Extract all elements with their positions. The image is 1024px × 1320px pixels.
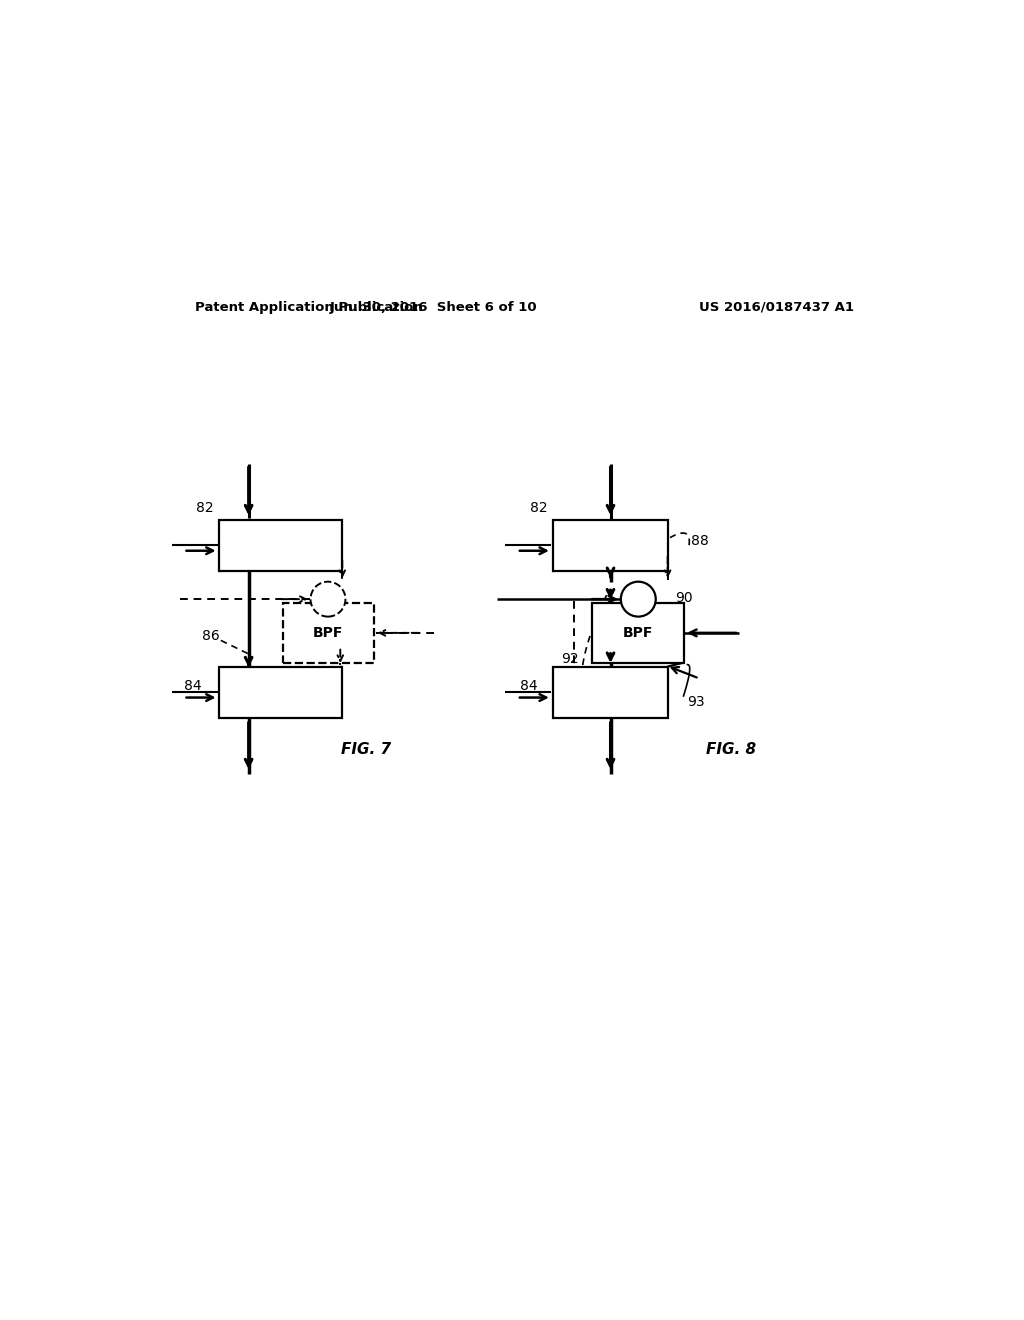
Bar bbox=[592, 603, 684, 663]
Text: 84: 84 bbox=[520, 680, 538, 693]
Bar bbox=[283, 603, 374, 663]
Circle shape bbox=[621, 582, 655, 616]
Bar bbox=[219, 520, 342, 572]
Circle shape bbox=[310, 582, 345, 616]
Text: BPF: BPF bbox=[623, 626, 653, 640]
Text: 92: 92 bbox=[561, 652, 579, 665]
Text: 82: 82 bbox=[197, 500, 214, 515]
Text: US 2016/0187437 A1: US 2016/0187437 A1 bbox=[699, 301, 854, 314]
Text: 84: 84 bbox=[184, 680, 202, 693]
Text: FIG. 8: FIG. 8 bbox=[707, 742, 756, 758]
Text: Patent Application Publication: Patent Application Publication bbox=[196, 301, 423, 314]
Text: Jun. 30, 2016  Sheet 6 of 10: Jun. 30, 2016 Sheet 6 of 10 bbox=[330, 301, 538, 314]
Text: BPF: BPF bbox=[313, 626, 344, 640]
Text: 88: 88 bbox=[691, 535, 710, 548]
Text: 93: 93 bbox=[687, 696, 706, 709]
Text: FIG. 7: FIG. 7 bbox=[341, 742, 391, 758]
Bar bbox=[219, 667, 342, 718]
Bar bbox=[553, 667, 668, 718]
Text: 86: 86 bbox=[203, 630, 220, 643]
Text: 90: 90 bbox=[676, 590, 693, 605]
Bar bbox=[553, 520, 668, 572]
Text: 82: 82 bbox=[530, 500, 548, 515]
